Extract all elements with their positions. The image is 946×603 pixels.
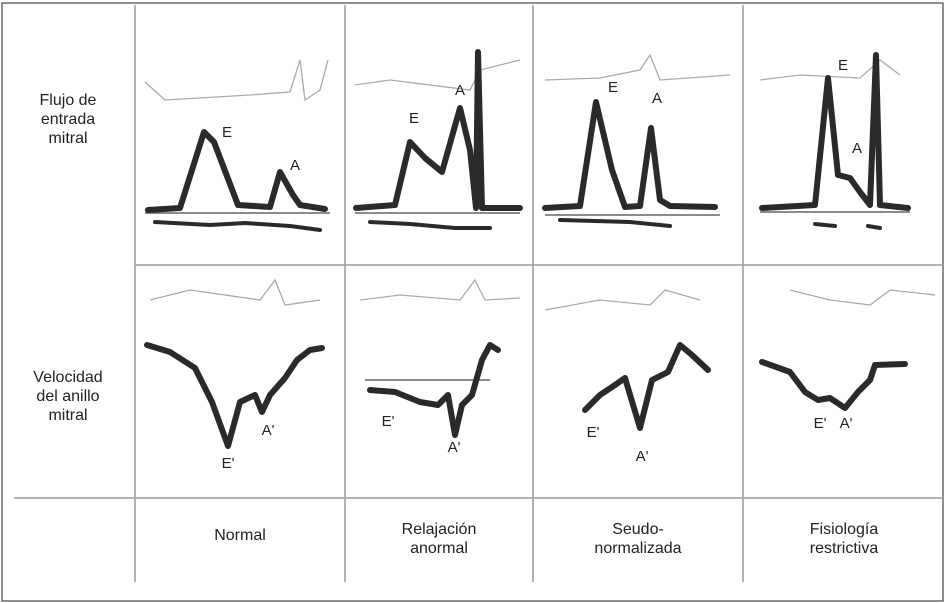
ecg <box>759 59 901 81</box>
row-label: del anillo <box>36 388 99 405</box>
column-label: Seudo- <box>612 521 664 538</box>
column-labels: Normal Relajación anormal Seudo- normali… <box>214 521 878 557</box>
inflow-trace <box>145 129 328 213</box>
wave-label: A <box>852 140 862 157</box>
inflow-trace <box>368 220 492 230</box>
ecg <box>544 289 701 311</box>
inflow-trace <box>353 49 523 211</box>
inflow-trace <box>759 52 911 211</box>
wave-label: E <box>409 110 419 127</box>
traces <box>144 49 936 449</box>
column-label: Relajación <box>402 521 477 538</box>
annulus-trace <box>144 342 325 449</box>
wave-label: A' <box>636 448 649 465</box>
wave-label: E <box>608 79 618 96</box>
column-label: normalizada <box>594 540 681 557</box>
grid <box>14 5 944 582</box>
ecg <box>354 59 521 91</box>
ecg <box>789 289 936 306</box>
wave-label: A <box>290 157 300 174</box>
wave-label: A <box>652 90 662 107</box>
wave-label: E <box>222 124 232 141</box>
annulus-trace <box>582 342 711 431</box>
inflow-trace <box>813 222 882 230</box>
wave-label: E <box>838 57 848 74</box>
column-label: Normal <box>214 527 266 544</box>
column-label: Fisiología <box>810 521 879 538</box>
column-label: anormal <box>410 540 468 557</box>
row-label: Velocidad <box>33 369 102 386</box>
wave-label: A <box>455 82 465 99</box>
row-label: Flujo de <box>40 92 97 109</box>
wave-label: E' <box>814 415 827 432</box>
wave-label: A' <box>840 415 853 432</box>
row-label: mitral <box>48 130 87 147</box>
wave-labels: E A E A E A E A E' A' E' A' E' A' E' A' <box>222 57 862 472</box>
row-label: entrada <box>41 111 95 128</box>
ecg <box>149 278 321 306</box>
annulus-trace <box>367 342 501 438</box>
row-label: mitral <box>48 407 87 424</box>
column-label: restrictiva <box>810 540 879 557</box>
inflow-trace <box>153 220 322 232</box>
ecg <box>144 59 329 102</box>
wave-label: E' <box>222 455 235 472</box>
wave-label: E' <box>382 413 395 430</box>
inflow-trace <box>558 218 672 228</box>
wave-label: A' <box>262 422 275 439</box>
wave-label: A' <box>448 439 461 456</box>
inflow-trace <box>542 99 718 211</box>
row-labels: Flujo de entrada mitral Velocidad del an… <box>33 92 102 424</box>
ecg <box>359 278 521 301</box>
wave-label: E' <box>587 424 600 441</box>
ecg <box>544 53 731 81</box>
annulus-trace <box>759 359 908 411</box>
